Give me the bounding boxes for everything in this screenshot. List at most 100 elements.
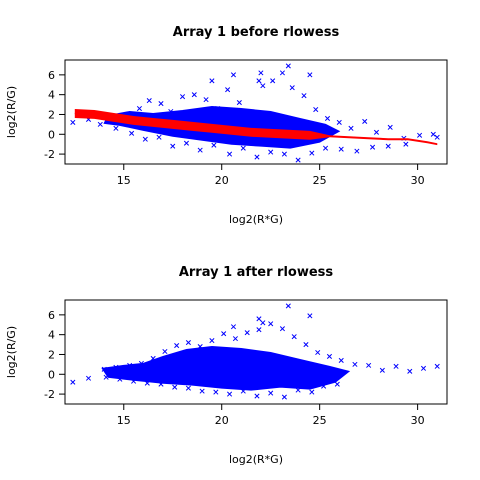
data-point <box>227 391 233 397</box>
data-point <box>420 365 427 371</box>
x-tick-label: 30 <box>411 174 425 187</box>
data-point <box>236 100 242 106</box>
x-axis-title: log2(R*G) <box>229 213 283 226</box>
x-tick-label: 15 <box>117 174 131 187</box>
data-point <box>281 394 287 400</box>
data-point <box>172 384 178 390</box>
lowess-fit-line <box>74 112 438 145</box>
x-tick-label: 25 <box>313 174 327 187</box>
data-point <box>248 110 254 117</box>
data-point <box>434 363 440 369</box>
data-point <box>199 388 205 394</box>
data-point <box>352 361 358 367</box>
data-point <box>113 364 119 370</box>
data-point <box>315 349 321 356</box>
data-point <box>334 381 340 387</box>
y-tick-label: 0 <box>48 368 55 381</box>
data-point <box>209 78 215 84</box>
chart-panel-before-rlowess: Array 1 before rlowess log2(R*G) log2(R/… <box>5 25 448 226</box>
lowess-fit-band <box>74 109 438 146</box>
data-point <box>170 143 176 149</box>
data-point <box>348 125 354 131</box>
data-point <box>162 348 168 355</box>
data-point <box>70 379 76 385</box>
data-point <box>256 316 262 322</box>
data-point <box>362 118 368 124</box>
data-point <box>309 389 315 395</box>
data-point <box>326 353 333 360</box>
data-point <box>70 119 76 125</box>
data-point <box>101 366 107 372</box>
data-point <box>150 355 156 361</box>
data-point <box>129 130 135 136</box>
data-point <box>85 375 92 381</box>
data-points <box>70 63 440 163</box>
data-point <box>430 131 436 137</box>
data-point <box>366 362 372 368</box>
data-point <box>373 129 380 135</box>
data-point <box>209 338 215 344</box>
data-point <box>324 115 331 121</box>
data-point <box>270 78 276 84</box>
data-point <box>215 105 221 112</box>
axis-ticks: 15 20 25 30 -2 0 2 4 6 <box>44 309 425 427</box>
point-cloud-bands <box>101 346 351 391</box>
x-tick-label: 15 <box>117 414 131 427</box>
data-point <box>291 334 297 340</box>
point-cloud-body <box>101 346 351 391</box>
y-axis-title: log2(R/G) <box>5 326 18 378</box>
data-point <box>221 331 227 337</box>
x-tick-label: 30 <box>411 414 425 427</box>
data-point <box>289 85 295 91</box>
data-point <box>336 119 342 125</box>
data-point <box>158 101 164 107</box>
data-point <box>268 390 274 396</box>
data-point <box>240 388 246 394</box>
data-point <box>417 132 423 138</box>
data-point <box>240 145 246 151</box>
data-point <box>244 330 250 336</box>
data-point <box>279 326 285 332</box>
data-point <box>260 83 266 89</box>
plot-frame <box>64 299 448 405</box>
data-point <box>387 124 393 130</box>
y-axis-title: log2(R/G) <box>5 86 18 138</box>
data-point <box>117 376 123 382</box>
data-point <box>434 134 440 140</box>
data-point <box>146 98 152 104</box>
data-point <box>354 148 360 154</box>
chart-panel-after-rlowess: Array 1 after rlowess log2(R*G) log2(R/G… <box>5 265 448 466</box>
y-tick-label: 6 <box>48 309 55 322</box>
data-points <box>70 303 440 400</box>
data-point <box>393 363 399 369</box>
data-point <box>309 150 315 156</box>
data-point <box>295 157 301 163</box>
data-point <box>127 362 133 368</box>
y-tick-label: 0 <box>48 128 55 141</box>
data-point <box>322 145 329 151</box>
data-point <box>142 136 148 142</box>
data-point <box>227 151 233 157</box>
data-point <box>258 70 264 76</box>
data-point <box>338 357 344 363</box>
data-point <box>136 105 142 112</box>
data-point <box>321 383 327 389</box>
data-point <box>254 393 260 399</box>
y-tick-label: -2 <box>44 388 55 401</box>
y-tick-label: -2 <box>44 148 55 161</box>
data-point <box>225 87 231 93</box>
data-point <box>144 380 150 386</box>
x-tick-label: 20 <box>215 414 229 427</box>
data-point <box>254 154 260 160</box>
data-point <box>197 343 203 350</box>
data-point <box>156 134 162 140</box>
data-point <box>103 374 109 380</box>
data-point <box>185 340 191 346</box>
data-point <box>113 125 119 131</box>
data-point <box>279 70 285 76</box>
data-point <box>338 146 344 152</box>
data-point <box>211 142 217 148</box>
data-point <box>168 108 174 115</box>
data-point <box>307 313 313 319</box>
data-point <box>385 143 391 149</box>
